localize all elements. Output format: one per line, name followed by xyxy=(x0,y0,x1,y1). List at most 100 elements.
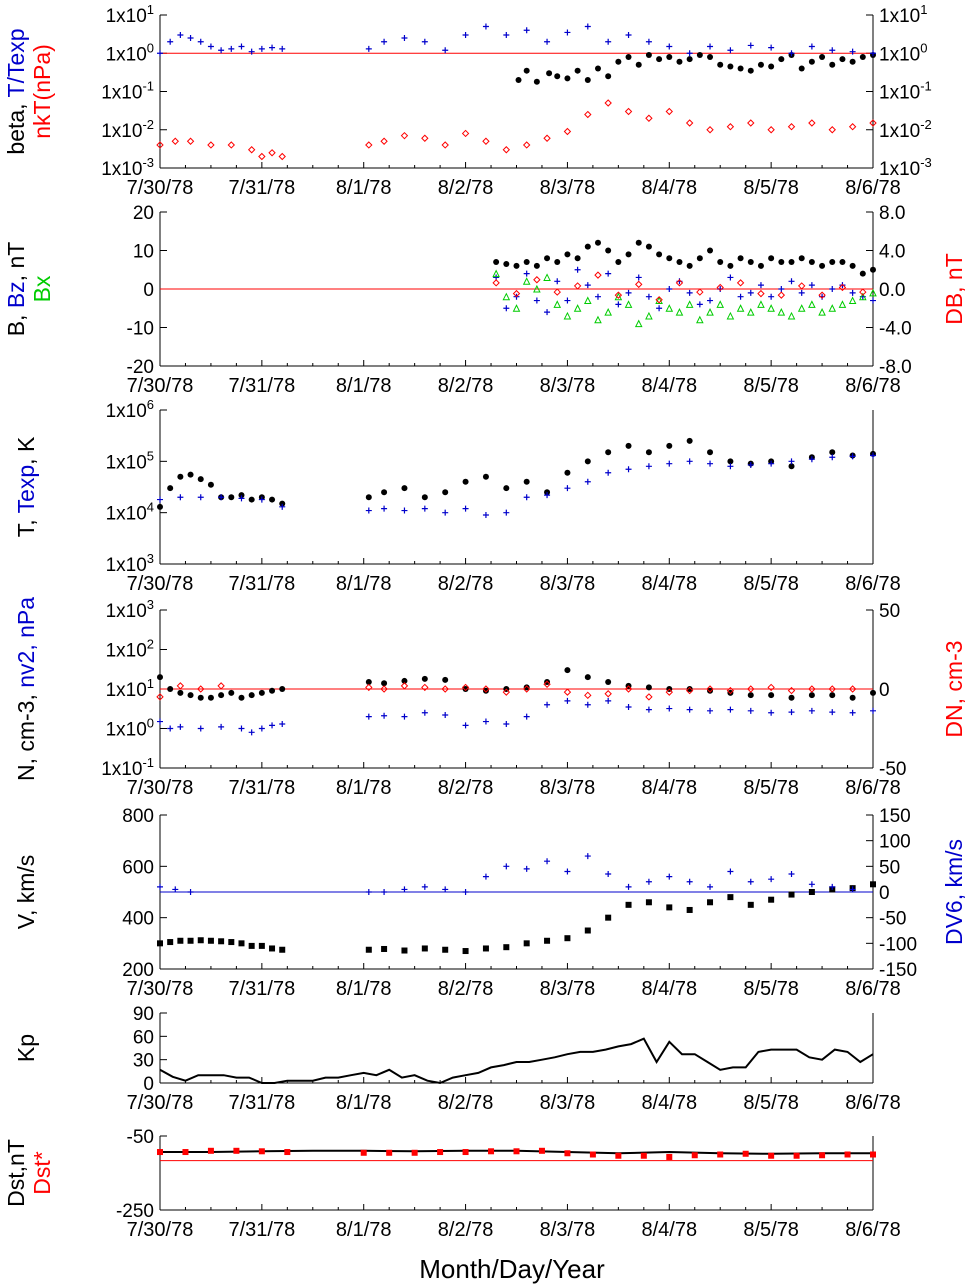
data-point xyxy=(247,146,256,154)
data-point xyxy=(502,688,511,696)
data-point xyxy=(686,437,693,444)
data-point xyxy=(523,865,530,872)
data-point xyxy=(584,282,591,289)
data-point xyxy=(605,270,612,277)
data-point xyxy=(365,45,372,52)
data-point xyxy=(625,53,632,60)
x-tick-label: 8/4/78 xyxy=(641,1092,697,1114)
data-point xyxy=(522,685,531,693)
right-y-tick-label: -50 xyxy=(879,759,906,780)
data-point xyxy=(605,697,612,704)
right-y-tick-label: 100 xyxy=(879,832,911,853)
data-point xyxy=(605,449,612,456)
data-point xyxy=(808,43,815,50)
data-point xyxy=(615,259,622,266)
data-point xyxy=(594,65,601,72)
data-point xyxy=(482,473,489,480)
data-point xyxy=(635,280,643,289)
data-point xyxy=(523,270,530,277)
data-point xyxy=(645,243,652,250)
data-point xyxy=(533,297,540,304)
data-point xyxy=(584,674,591,681)
y-axis-label-part: B, xyxy=(3,308,29,336)
data-point xyxy=(615,1152,622,1159)
data-point xyxy=(788,463,795,470)
data-point xyxy=(757,262,764,269)
data-point xyxy=(482,512,489,519)
data-point xyxy=(686,50,693,57)
data-point xyxy=(269,496,276,503)
data-point xyxy=(238,492,245,499)
x-tick-label: 8/3/78 xyxy=(540,1092,596,1114)
data-point xyxy=(605,73,612,80)
data-point xyxy=(564,485,571,492)
data-point xyxy=(207,141,215,149)
x-tick-label: 8/4/78 xyxy=(641,375,697,397)
y-tick-label: -10 xyxy=(127,319,154,340)
data-point xyxy=(157,496,163,503)
data-point xyxy=(727,47,734,54)
data-point xyxy=(707,899,714,906)
x-tick-label: 7/30/78 xyxy=(127,777,194,799)
data-point xyxy=(645,449,652,456)
data-point xyxy=(172,886,179,893)
data-point xyxy=(248,496,255,503)
data-point xyxy=(859,53,866,60)
data-point xyxy=(564,868,571,875)
data-point xyxy=(533,262,540,269)
data-point xyxy=(401,713,408,720)
x-axis-title: Month/Day/Year xyxy=(419,1254,605,1284)
x-tick-label: 8/2/78 xyxy=(438,978,494,1000)
data-point xyxy=(808,707,815,714)
data-point xyxy=(696,315,704,324)
data-point xyxy=(564,29,571,36)
data-point xyxy=(197,38,204,45)
data-point xyxy=(401,947,408,954)
x-tick-label: 8/4/78 xyxy=(641,573,697,595)
data-point xyxy=(605,914,612,921)
data-point xyxy=(757,289,765,298)
data-point xyxy=(605,469,612,476)
data-point xyxy=(757,300,765,308)
data-point xyxy=(839,56,846,63)
data-point xyxy=(635,274,642,281)
x-tick-label: 8/3/78 xyxy=(540,375,596,397)
data-point xyxy=(177,723,184,730)
y-tick-label: 1x100 xyxy=(106,716,154,741)
data-point xyxy=(584,458,591,465)
data-point xyxy=(747,67,754,74)
data-point xyxy=(248,729,255,736)
x-tick-label: 8/3/78 xyxy=(540,1219,596,1241)
data-point xyxy=(666,442,673,449)
data-point xyxy=(218,938,225,945)
data-point xyxy=(666,873,673,880)
data-point xyxy=(706,685,714,693)
data-point xyxy=(798,65,805,72)
data-point xyxy=(717,259,724,266)
data-point xyxy=(691,1152,698,1159)
panel-temperature: 1x103 1x104 1x105 1x106 7/30/78 7/31/78 8/1/78… xyxy=(13,397,901,595)
data-point xyxy=(798,289,805,296)
y-axis-label: Dst,nT xyxy=(3,1139,29,1207)
data-point xyxy=(777,307,786,316)
data-point xyxy=(787,311,796,320)
data-point xyxy=(421,38,428,45)
data-point xyxy=(544,255,551,262)
data-point xyxy=(157,718,163,725)
y-tick-label: 1x106 xyxy=(106,397,154,422)
x-tick-label: 8/2/78 xyxy=(438,1219,494,1241)
data-point xyxy=(482,873,489,880)
data-point xyxy=(594,315,602,324)
data-point xyxy=(553,288,561,296)
x-tick-label: 8/5/78 xyxy=(743,375,799,397)
x-tick-label: 7/30/78 xyxy=(127,1219,194,1241)
data-point xyxy=(645,693,653,701)
right-axis-label: DN, cm-3 xyxy=(941,640,967,737)
data-point xyxy=(828,126,836,134)
panel-density: 1x10-1 1x100 1x101 1x102 1x103 -50 0 50 7/30/78 7… xyxy=(13,597,967,799)
data-point xyxy=(258,152,266,161)
data-point xyxy=(727,706,734,713)
data-point xyxy=(186,137,195,145)
x-tick-label: 8/6/78 xyxy=(845,978,901,1000)
data-point xyxy=(778,259,785,266)
